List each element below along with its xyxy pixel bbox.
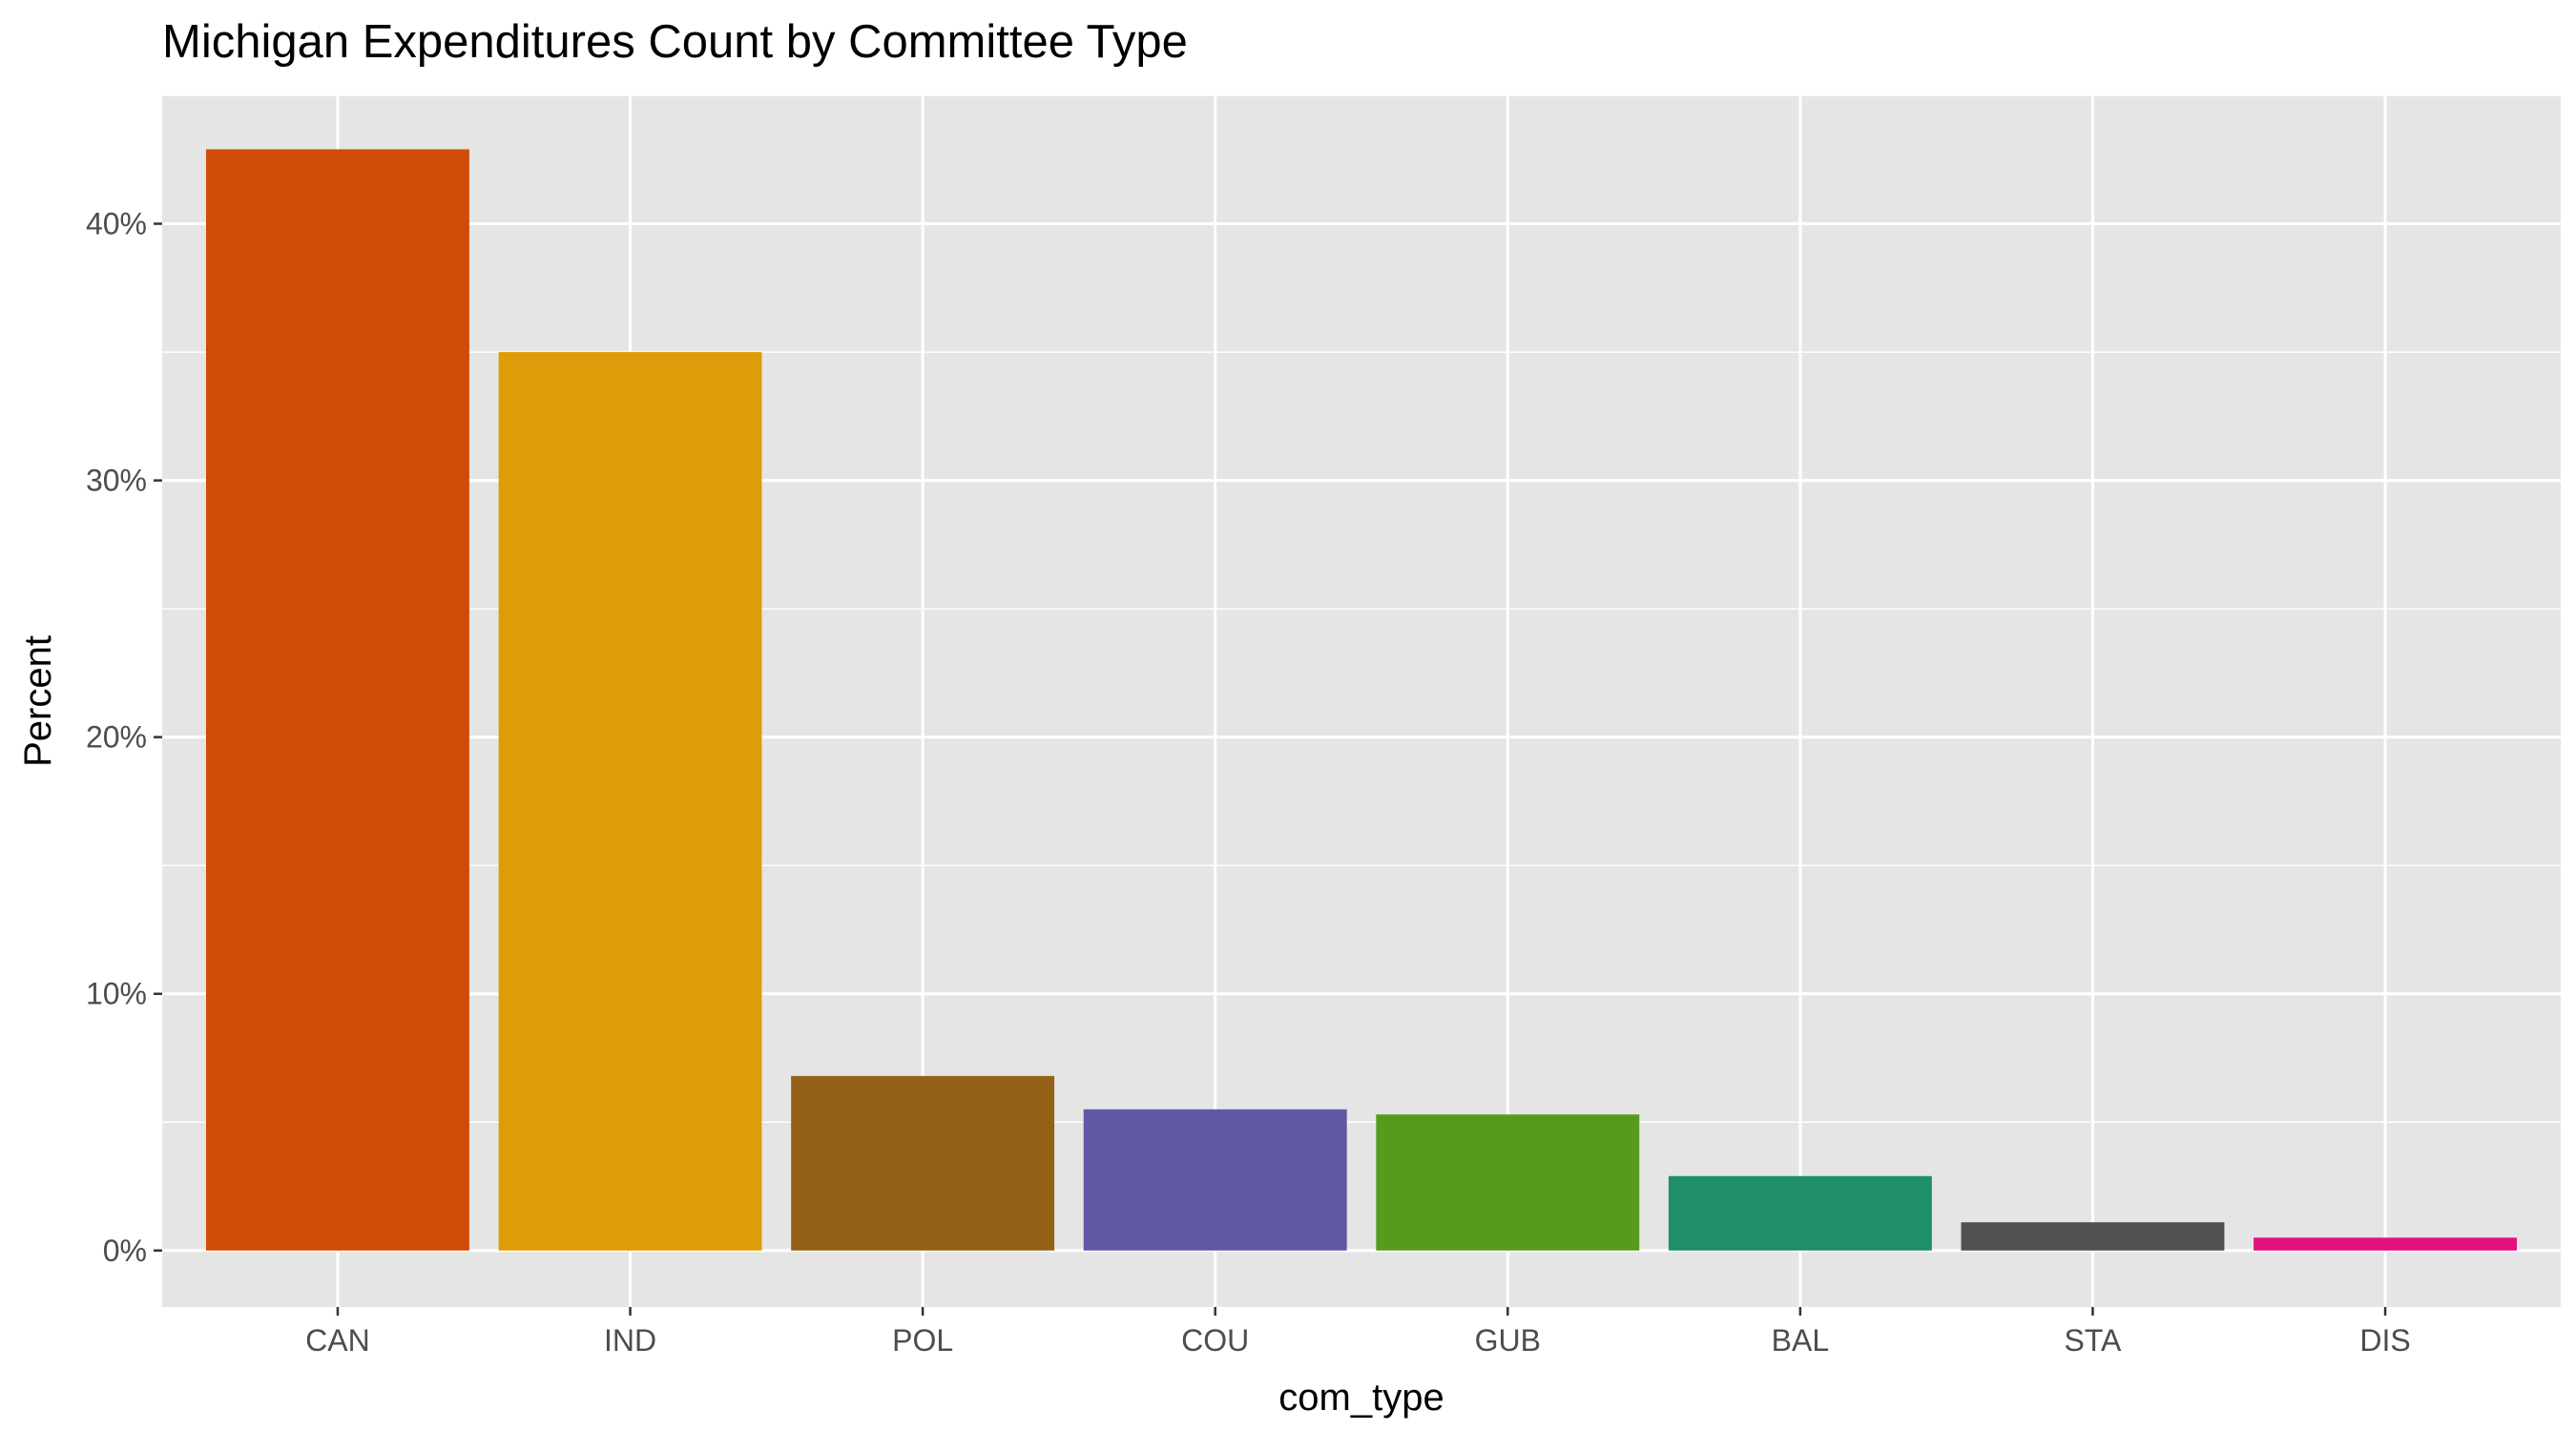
y-tick-label: 0% [103,1234,147,1268]
bar-bal [1668,1175,1932,1251]
x-axis-title: com_type [1278,1377,1444,1419]
chart-title: Michigan Expenditures Count by Committee… [162,16,1188,68]
x-tick-label: DIS [2359,1323,2410,1358]
y-tick-label: 40% [86,207,147,241]
x-tick-label: POL [892,1323,953,1358]
bar-dis [2254,1237,2518,1251]
x-tick-label: BAL [1772,1323,1829,1358]
y-axis-title: Percent [17,635,59,767]
y-tick-label: 30% [86,464,147,498]
bar-ind [498,352,762,1251]
y-axis: 0% 10% 20% 30% 40% [86,207,162,1268]
bar-pol [791,1075,1055,1251]
x-tick-label: IND [604,1323,656,1358]
x-tick-label: STA [2065,1323,2123,1358]
bar-gub [1376,1114,1640,1251]
bar-can [205,149,469,1251]
x-tick-label: GUB [1475,1323,1541,1358]
x-tick-label: COU [1181,1323,1249,1358]
y-tick-label: 10% [86,977,147,1011]
bar-cou [1083,1109,1347,1251]
bar-sta [1961,1222,2225,1251]
x-axis: CAN IND POL COU GUB BAL STA DIS [305,1307,2411,1358]
bars [205,149,2518,1251]
x-tick-label: CAN [305,1323,370,1358]
y-tick-label: 20% [86,720,147,755]
